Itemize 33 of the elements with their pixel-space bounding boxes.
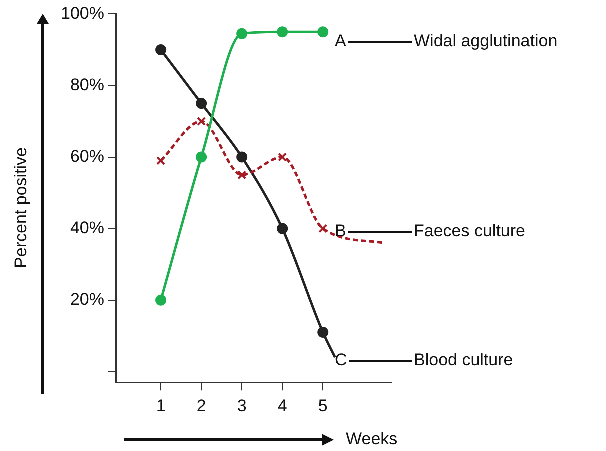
point (277, 223, 288, 234)
point (236, 152, 248, 163)
text: Blood culture (414, 350, 514, 370)
x-tick-label: 1 (156, 396, 166, 416)
x-axis-title: Weeks (346, 430, 398, 449)
point (197, 116, 206, 126)
y-tick-label: 60% (70, 146, 104, 166)
x-tick-label: 3 (237, 396, 247, 416)
point (318, 327, 329, 338)
annotation: B (335, 222, 346, 241)
annotation: C (335, 350, 348, 370)
point (318, 224, 328, 234)
y-tick-label: 20% (70, 290, 104, 310)
text: Widal agglutination (414, 32, 558, 51)
series-label: Faeces culture (414, 222, 526, 241)
point (156, 156, 166, 166)
y-tick-label: 80% (70, 75, 104, 94)
point (278, 152, 288, 162)
x-tick-label: 4 (278, 396, 288, 416)
x-tick-label: 5 (318, 396, 328, 416)
point (277, 26, 288, 38)
point (238, 170, 247, 180)
point (156, 44, 167, 56)
point (196, 98, 208, 110)
y-axis-title: Percent positive (12, 148, 31, 268)
annotation: A (335, 32, 347, 51)
point (236, 28, 248, 40)
point (156, 294, 167, 306)
y-tick-label: 40% (70, 218, 104, 238)
x-tick-label: 2 (196, 396, 206, 416)
point (196, 152, 208, 163)
point (318, 26, 329, 38)
y-tick-label: 100% (60, 4, 104, 23)
